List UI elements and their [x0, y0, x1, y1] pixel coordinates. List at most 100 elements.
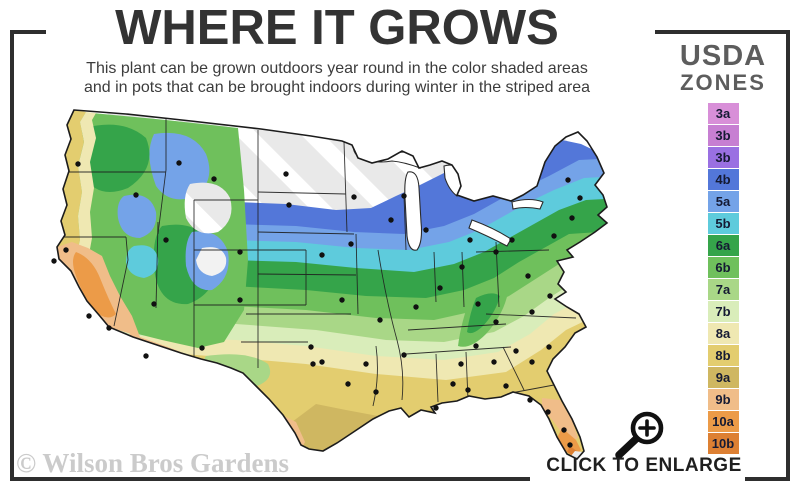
usda-zone-map[interactable]: [6, 100, 661, 478]
city-dot: [473, 343, 479, 349]
city-dot: [545, 409, 551, 415]
city-dot: [569, 215, 575, 221]
city-dot: [546, 344, 552, 350]
city-dot: [176, 160, 182, 166]
frame-top-right-stub: [655, 30, 790, 34]
subtitle: This plant can be grown outdoors year ro…: [20, 60, 654, 98]
city-dot: [529, 309, 535, 315]
legend-title-usda: USDA: [679, 40, 767, 72]
city-dot: [433, 405, 439, 411]
city-dots: [51, 160, 583, 448]
city-dot: [211, 176, 217, 182]
city-dot: [493, 249, 499, 255]
city-dot: [237, 249, 243, 255]
city-dot: [143, 353, 149, 359]
city-dot: [151, 301, 157, 307]
city-dot: [339, 297, 345, 303]
high-rockies-striped-patch: [184, 182, 232, 234]
usda-zones-legend: USDA ZONES 3a 3b 3b 4b 5a 5b 6a 6b 7a 7b 8a 8b 9a 9b 1…: [664, 42, 782, 455]
frame-bottom-right-stub: [745, 477, 790, 481]
city-dot: [106, 325, 112, 331]
city-dot: [373, 389, 379, 395]
city-dot: [465, 387, 471, 393]
legend-zone-swatch: 8b: [707, 345, 739, 367]
city-dot: [547, 293, 553, 299]
city-dot: [133, 192, 139, 198]
legend-zone-swatch: 3b: [707, 147, 739, 169]
city-dot: [437, 285, 443, 291]
frame-top-left-stub: [10, 30, 46, 34]
magnifier-plus-icon[interactable]: [598, 402, 670, 468]
city-dot: [401, 352, 407, 358]
us-outline: [56, 109, 609, 460]
city-dot: [283, 171, 289, 177]
legend-zone-swatch: 9a: [707, 367, 739, 389]
legend-swatch-column: 3a 3b 3b 4b 5a 5b 6a 6b 7a 7b 8a 8b 9a 9b 10a 10b: [707, 103, 739, 455]
city-dot: [363, 361, 369, 367]
city-dot: [493, 319, 499, 325]
city-dot: [561, 427, 567, 433]
frame-right: [786, 30, 790, 481]
city-dot: [401, 193, 407, 199]
watermark: © Wilson Bros Gardens: [16, 448, 289, 478]
city-dot: [577, 195, 583, 201]
city-dot: [388, 217, 394, 223]
city-dot: [503, 383, 509, 389]
legend-zone-swatch: 4b: [707, 169, 739, 191]
legend-zone-swatch: 6b: [707, 257, 739, 279]
city-dot: [345, 381, 351, 387]
city-dot: [459, 264, 465, 270]
city-dot: [529, 359, 535, 365]
city-dot: [527, 397, 533, 403]
legend-zone-swatch: 6a: [707, 235, 739, 257]
legend-zone-swatch: 3b: [707, 125, 739, 147]
legend-zone-swatch: 3a: [707, 103, 739, 125]
legend-zone-swatch: 10a: [707, 411, 739, 433]
city-dot: [51, 258, 57, 264]
city-dot: [567, 442, 573, 448]
city-dot: [423, 227, 429, 233]
city-dot: [86, 313, 92, 319]
city-dot: [565, 177, 571, 183]
city-dot: [310, 361, 316, 367]
legend-zone-swatch: 7a: [707, 279, 739, 301]
city-dot: [308, 344, 314, 350]
city-dot: [351, 194, 357, 200]
legend-zone-swatch: 7b: [707, 301, 739, 323]
subtitle-line-2: and in pots that can be brought indoors …: [83, 78, 591, 96]
legend-zone-swatch: 8a: [707, 323, 739, 345]
city-dot: [467, 237, 473, 243]
city-dot: [475, 301, 481, 307]
city-dot: [513, 348, 519, 354]
city-dot: [163, 237, 169, 243]
city-dot: [491, 359, 497, 365]
city-dot: [458, 361, 464, 367]
click-to-enlarge-button[interactable]: CLICK TO ENLARGE: [546, 455, 742, 476]
city-dot: [199, 345, 205, 351]
legend-zone-swatch: 10b: [707, 433, 739, 455]
legend-zone-swatch: 5b: [707, 213, 739, 235]
city-dot: [319, 252, 325, 258]
city-dot: [377, 317, 383, 323]
legend-zone-swatch: 9b: [707, 389, 739, 411]
city-dot: [525, 273, 531, 279]
city-dot: [413, 304, 419, 310]
state-borders: [58, 112, 577, 407]
city-dot: [509, 237, 515, 243]
frame-left: [10, 30, 14, 481]
city-dot: [75, 161, 81, 167]
frame-bottom: [10, 477, 530, 481]
legend-zone-swatch: 5a: [707, 191, 739, 213]
city-dot: [63, 247, 69, 253]
city-dot: [551, 233, 557, 239]
page-title: WHERE IT GROWS: [115, 1, 559, 55]
city-dot: [348, 241, 354, 247]
city-dot: [237, 297, 243, 303]
great-lakes: [353, 145, 544, 251]
city-dot: [319, 359, 325, 365]
legend-title-zones: ZONES: [680, 70, 766, 95]
city-dot: [286, 202, 292, 208]
subtitle-line-1: This plant can be grown outdoors year ro…: [86, 60, 588, 77]
city-dot: [450, 381, 456, 387]
